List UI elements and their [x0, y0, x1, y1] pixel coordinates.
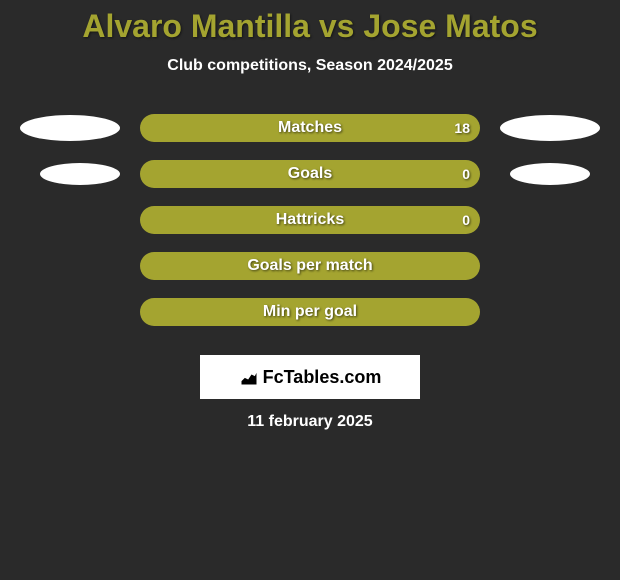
comparison-infographic: Alvaro Mantilla vs Jose Matos Club compe… — [0, 0, 620, 431]
stat-row-matches: Matches 18 — [10, 105, 610, 151]
stat-value: 0 — [462, 160, 470, 188]
stat-label: Goals per match — [140, 252, 480, 280]
stat-label: Hattricks — [140, 206, 480, 234]
bar: Min per goal — [140, 298, 480, 326]
chart-icon — [239, 367, 259, 387]
bar: Hattricks 0 — [140, 206, 480, 234]
logo-text: FcTables.com — [263, 367, 382, 388]
subtitle: Club competitions, Season 2024/2025 — [0, 57, 620, 75]
right-player-marker — [500, 115, 600, 141]
stat-value: 18 — [454, 114, 470, 142]
stats-bars: Matches 18 Goals 0 Hattricks 0 — [0, 105, 620, 335]
left-player-marker — [40, 163, 120, 185]
left-player-marker — [20, 115, 120, 141]
right-player-marker — [510, 163, 590, 185]
source-logo: FcTables.com — [200, 355, 420, 399]
page-title: Alvaro Mantilla vs Jose Matos — [0, 8, 620, 45]
stat-label: Goals — [140, 160, 480, 188]
bar: Goals per match — [140, 252, 480, 280]
stat-value: 0 — [462, 206, 470, 234]
stat-row-goals-per-match: Goals per match — [10, 243, 610, 289]
date-label: 11 february 2025 — [0, 413, 620, 431]
stat-label: Matches — [140, 114, 480, 142]
bar: Goals 0 — [140, 160, 480, 188]
stat-row-goals: Goals 0 — [10, 151, 610, 197]
stat-row-min-per-goal: Min per goal — [10, 289, 610, 335]
bar: Matches 18 — [140, 114, 480, 142]
stat-row-hattricks: Hattricks 0 — [10, 197, 610, 243]
stat-label: Min per goal — [140, 298, 480, 326]
